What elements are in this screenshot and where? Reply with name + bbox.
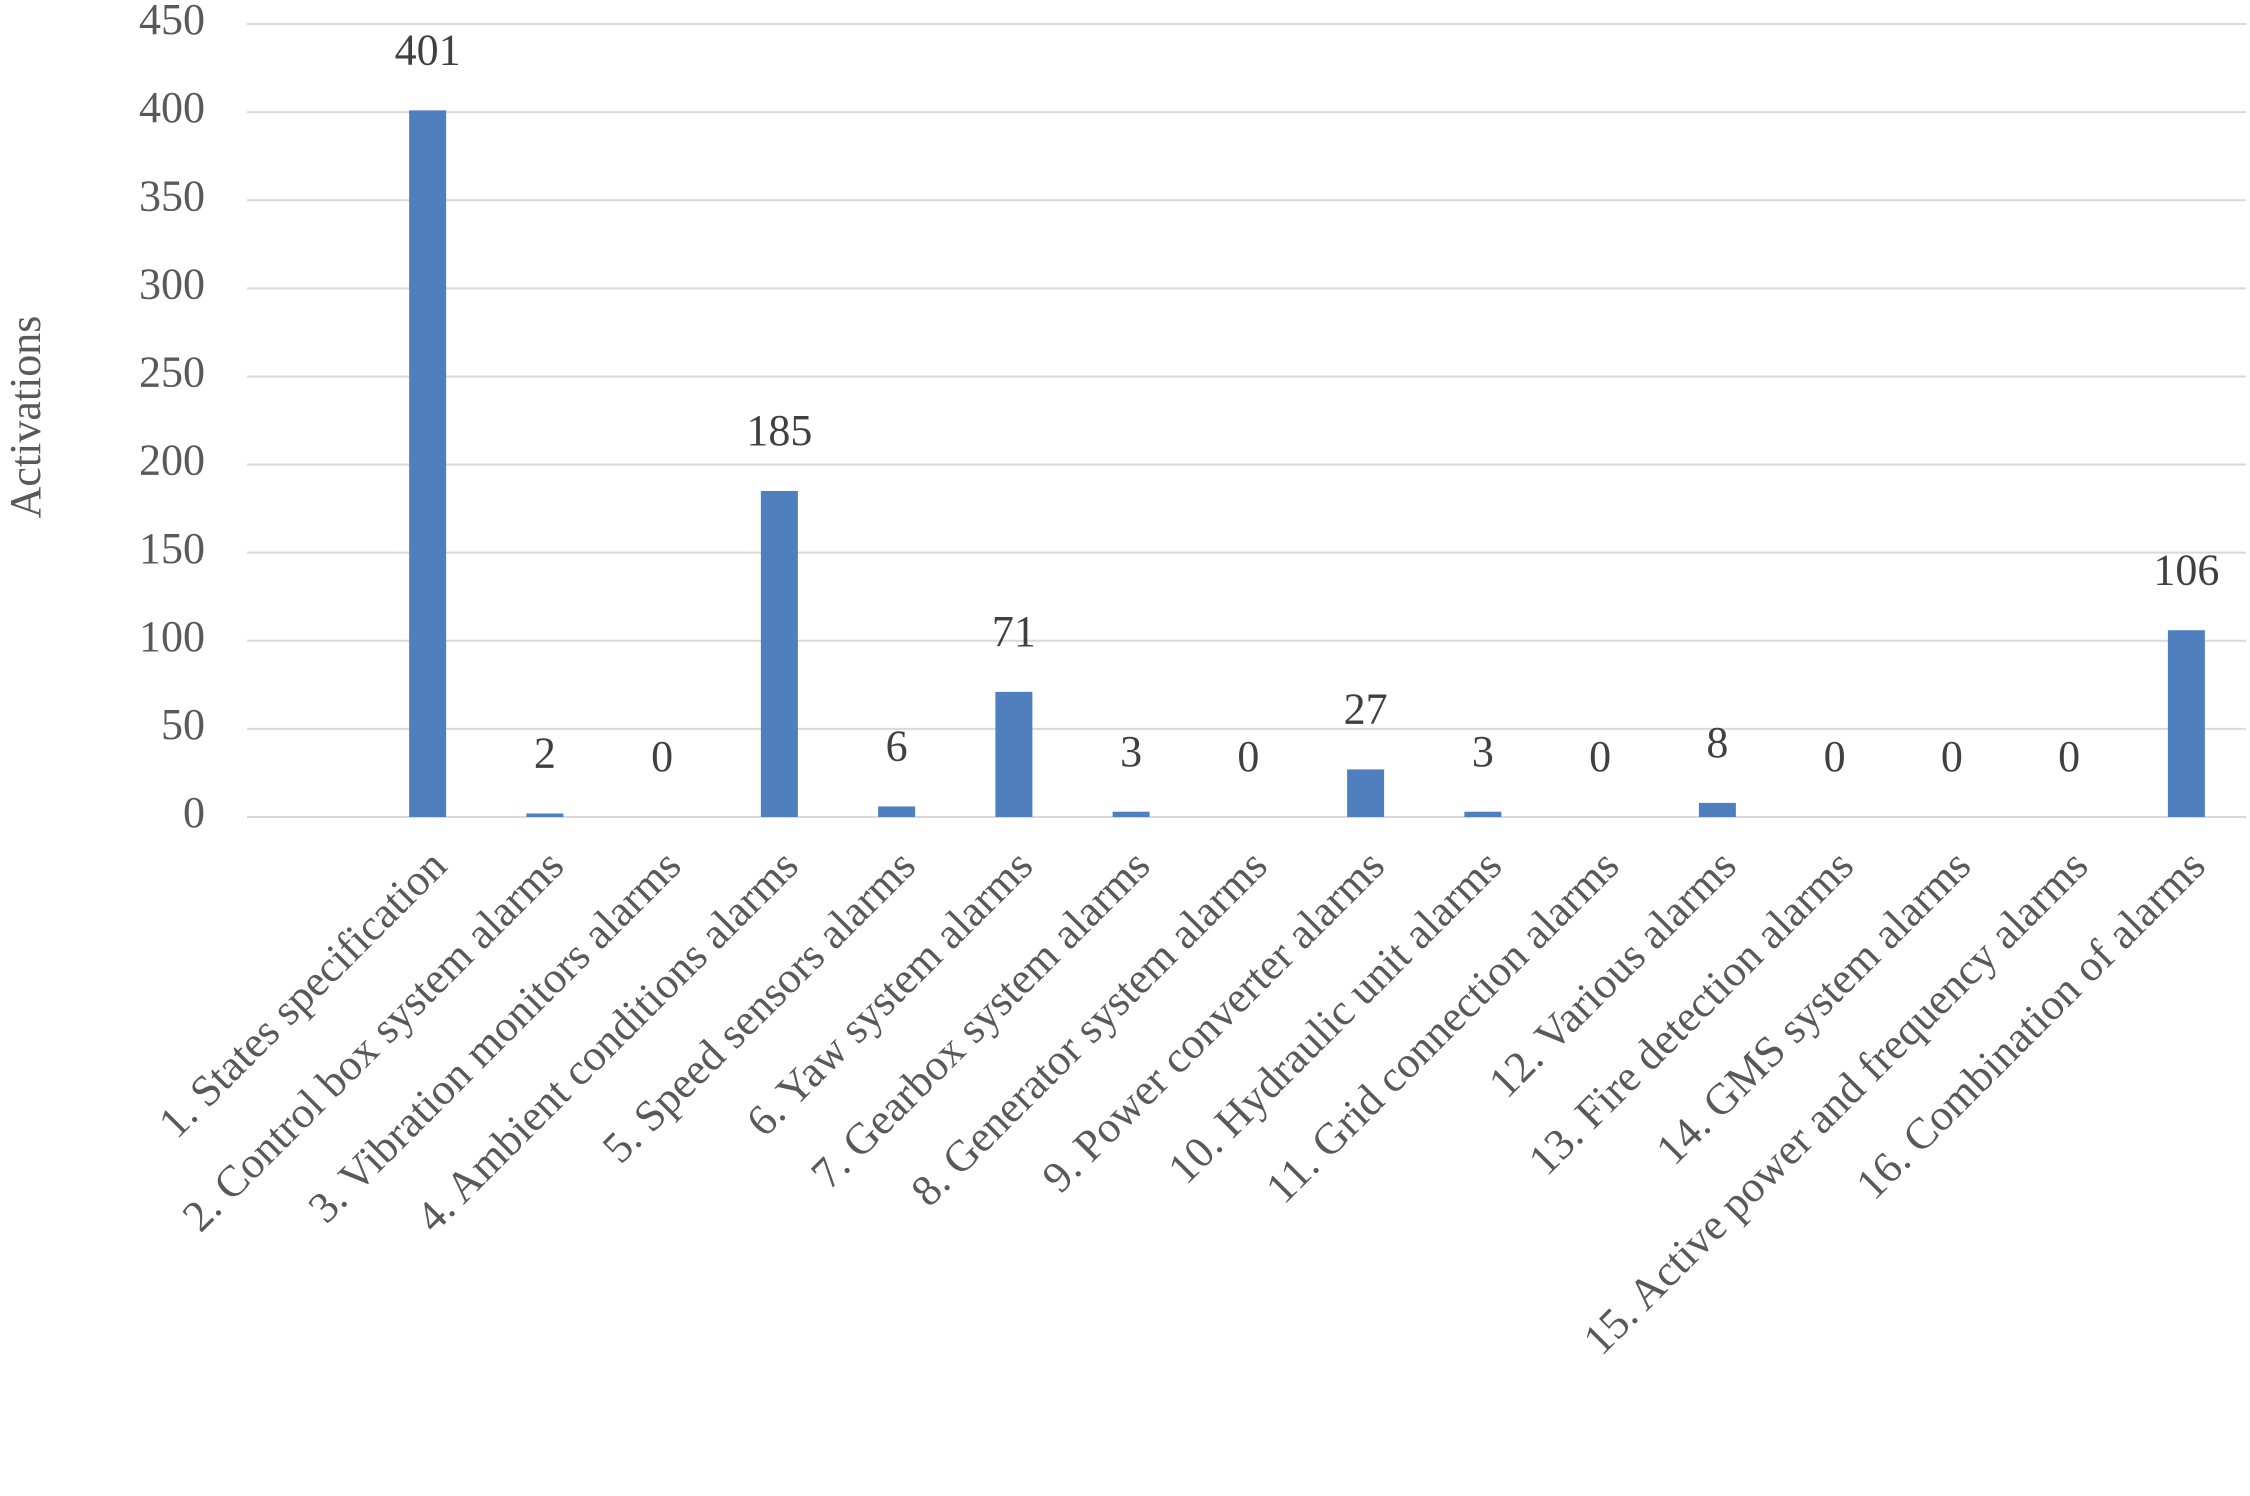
data-label: 185 — [746, 406, 812, 455]
bar — [526, 813, 564, 817]
y-tick-label: 0 — [183, 788, 205, 837]
bar — [1464, 811, 1502, 817]
bar — [878, 806, 916, 817]
bar — [409, 110, 447, 818]
data-label: 0 — [1824, 732, 1846, 781]
bar — [1698, 802, 1736, 817]
data-label: 0 — [1941, 732, 1963, 781]
data-label: 0 — [2058, 732, 2080, 781]
data-label: 401 — [395, 25, 461, 74]
bar — [995, 691, 1033, 817]
y-tick-label: 350 — [139, 171, 205, 220]
data-label: 0 — [1237, 732, 1259, 781]
y-tick-label: 200 — [139, 436, 205, 485]
data-label: 0 — [1589, 732, 1611, 781]
y-tick-label: 150 — [139, 524, 205, 573]
y-tick-label: 100 — [139, 612, 205, 661]
bar — [2167, 630, 2205, 817]
data-label: 3 — [1120, 727, 1142, 776]
y-tick-label: 50 — [161, 700, 205, 749]
y-tick-label: 300 — [139, 259, 205, 308]
bar — [1112, 811, 1150, 817]
data-label: 0 — [651, 732, 673, 781]
y-tick-label: 400 — [139, 83, 205, 132]
data-label: 8 — [1706, 718, 1728, 767]
data-label: 2 — [534, 729, 556, 778]
data-label: 3 — [1472, 727, 1494, 776]
data-label: 106 — [2153, 545, 2219, 594]
bar — [1347, 769, 1385, 817]
y-axis-label: Activations — [1, 316, 50, 519]
data-label: 6 — [886, 722, 908, 771]
bar — [760, 490, 798, 817]
data-label: 27 — [1344, 685, 1388, 734]
y-tick-label: 450 — [139, 0, 205, 44]
data-label: 71 — [992, 607, 1036, 656]
y-tick-label: 250 — [139, 348, 205, 397]
